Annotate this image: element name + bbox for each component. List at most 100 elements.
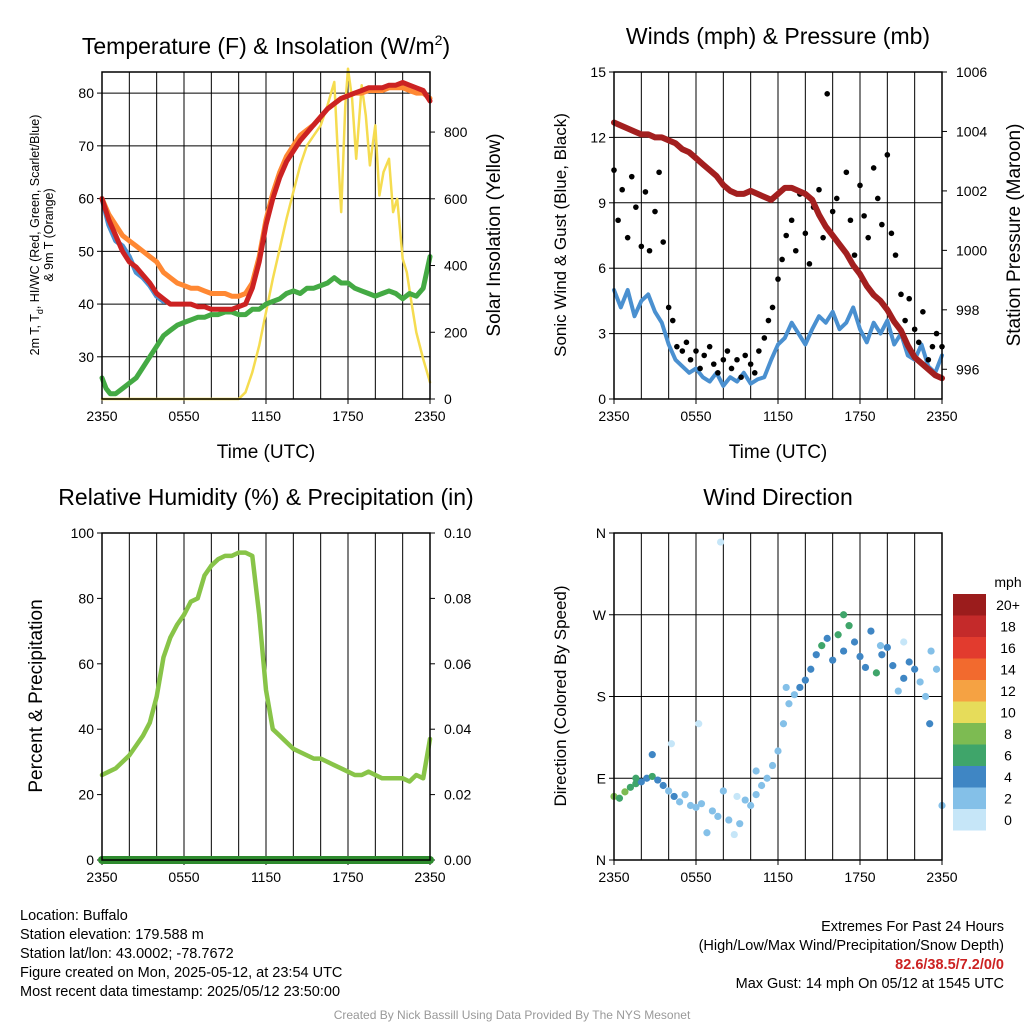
latlon-text: Station lat/lon: 43.0002; -78.7672: [20, 946, 234, 962]
credit-text: Created By Nick Bassill Using Data Provi…: [333, 1008, 691, 1022]
temperature-xlabel: Time (UTC): [217, 442, 316, 463]
y-tick-label: 60: [78, 656, 94, 672]
x-tick-label: 1150: [251, 408, 281, 424]
gust-point: [847, 217, 854, 224]
y-tick-label: 80: [78, 85, 94, 101]
gust-point: [742, 352, 748, 359]
direction-point: [927, 647, 935, 655]
plot-frame: [101, 71, 431, 400]
legend-swatch: [953, 809, 986, 831]
x-tick-label: 0550: [680, 869, 711, 885]
gust-point: [902, 317, 908, 324]
legend-swatch: [953, 680, 986, 702]
gust-point: [783, 232, 789, 239]
y2-tick-label: 0.04: [444, 721, 471, 737]
gust-point: [879, 221, 885, 228]
y-tick-label: 60: [78, 191, 94, 207]
direction-point: [867, 627, 875, 635]
gust-point: [669, 317, 676, 324]
humidity-title: Relative Humidity (%) & Precipitation (i…: [58, 484, 473, 510]
gust-point: [861, 213, 867, 219]
y-tick-label: 40: [78, 721, 94, 737]
direction-point: [861, 663, 870, 672]
x-tick-label: 2350: [926, 408, 957, 424]
y2-tick-label: 996: [956, 361, 980, 377]
gust-point: [715, 370, 721, 376]
x-tick-label: 1150: [251, 869, 281, 885]
direction-point: [883, 643, 891, 652]
x-tick-label: 1150: [763, 869, 793, 885]
legend-label: 20+: [996, 597, 1020, 613]
gust-point: [824, 91, 830, 97]
gust-point: [701, 352, 707, 359]
direction-point: [774, 747, 782, 755]
gust-point: [756, 348, 762, 354]
sonic-wind-line: [612, 288, 944, 388]
pressure-line: [611, 119, 945, 382]
extremes-title: Extremes For Past 24 Hours: [821, 919, 1004, 935]
plot-frame: [613, 71, 943, 400]
gust-point: [724, 348, 731, 354]
direction-point: [686, 801, 695, 810]
gust-point: [851, 252, 858, 258]
y-tick-label: 15: [590, 64, 606, 80]
gust-point: [833, 195, 840, 202]
gust-point: [720, 356, 727, 363]
station-info: Location: Buffalo Station elevation: 179…: [20, 907, 342, 1002]
winds-panel: Winds (mph) & Pressure (mb) Sonic Wind &…: [551, 23, 1024, 463]
direction-point: [889, 662, 897, 670]
y-tick-label: N: [596, 525, 606, 541]
elevation-text: Station elevation: 179.588 m: [20, 927, 204, 943]
y2-tick-label: 0: [444, 391, 452, 407]
x-tick-label: 2350: [414, 869, 445, 885]
direction-point: [922, 692, 930, 701]
x-tick-label: 1750: [844, 869, 875, 885]
gust-point: [829, 208, 836, 215]
direction-point: [785, 700, 793, 708]
gust-point: [920, 309, 926, 315]
direction-point: [900, 638, 908, 646]
direction-point: [741, 796, 749, 804]
gust-point: [874, 195, 881, 202]
plot-frame: [101, 532, 431, 861]
speed-legend-title: mph: [994, 574, 1021, 590]
legend-swatch: [953, 594, 986, 616]
direction-point: [697, 800, 706, 808]
gust-point: [615, 217, 621, 224]
direction-point: [758, 781, 766, 790]
y2-tick-label: 0.00: [444, 852, 471, 868]
x-tick-label: 1750: [332, 869, 363, 885]
gust-point: [638, 243, 645, 250]
y2-tick-label: 0.06: [444, 656, 471, 672]
x-tick-label: 2350: [598, 408, 629, 424]
legend-swatch: [953, 766, 986, 788]
gust-point: [679, 348, 686, 354]
legend-label: 0: [1004, 812, 1012, 828]
gust-point: [779, 256, 785, 263]
direction-point: [703, 829, 711, 837]
legend-swatch: [953, 723, 986, 745]
location-text: Location: Buffalo: [20, 908, 128, 924]
direction-point: [736, 820, 744, 828]
direction-point: [845, 622, 853, 630]
direction-point: [834, 631, 842, 639]
legend-label: 2: [1004, 791, 1012, 807]
gust-point: [656, 169, 662, 176]
y-tick-label: 6: [598, 260, 606, 276]
x-tick-label: 2350: [598, 869, 629, 885]
y-tick-label: 40: [78, 296, 94, 312]
winds-left-ylabel: Sonic Wind & Gust (Blue, Black): [551, 113, 570, 357]
legend-label: 14: [1000, 662, 1016, 678]
direction-point: [763, 774, 771, 782]
direction-point: [900, 674, 908, 682]
y2-tick-label: 0.10: [444, 525, 471, 541]
temperature-title: Temperature (F) & Insolation (W/m2): [82, 32, 450, 59]
x-tick-label: 1150: [763, 408, 793, 424]
x-tick-label: 1750: [332, 408, 363, 424]
y2-tick-label: 0.02: [444, 787, 471, 803]
direction-point: [626, 783, 635, 791]
y2-tick-label: 0.08: [444, 590, 471, 606]
gust-point: [884, 152, 891, 158]
direction-point: [823, 634, 831, 642]
gust-point: [751, 370, 758, 376]
